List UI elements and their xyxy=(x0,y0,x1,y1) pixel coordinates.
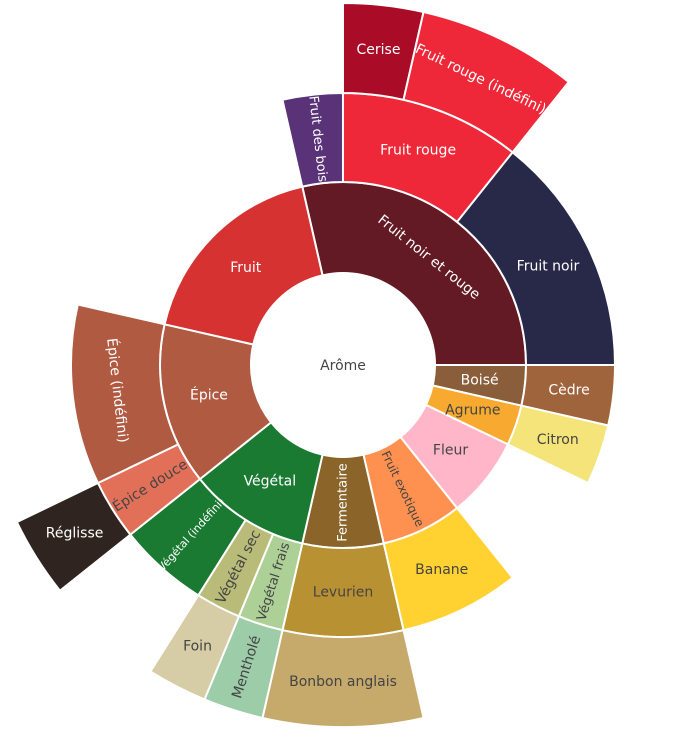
label-fermentaire: Fermentaire xyxy=(335,463,350,542)
label-fruit-noir: Fruit noir xyxy=(517,258,580,274)
segment-reglisse[interactable] xyxy=(15,481,132,593)
label-epice: Épice xyxy=(190,387,228,404)
segment-fruit-rouge-indefini[interactable] xyxy=(402,10,571,154)
label-fruit: Fruit xyxy=(230,260,262,276)
segment-epice-indefini[interactable] xyxy=(70,303,180,485)
label-boise: Boisé xyxy=(461,372,499,388)
label-levurien: Levurien xyxy=(313,585,373,601)
segment-citron[interactable] xyxy=(506,404,610,485)
label-foin: Foin xyxy=(183,639,212,655)
segment-foin[interactable] xyxy=(149,593,241,701)
label-agrume: Agrume xyxy=(445,402,500,418)
label-cedre: Cèdre xyxy=(548,382,589,398)
sunburst-segments xyxy=(15,1,617,728)
segment-fruit[interactable] xyxy=(163,185,324,346)
label-vegetal: Végétal xyxy=(244,473,297,489)
label-fruit-rouge: Fruit rouge xyxy=(380,142,456,158)
label-citron: Citron xyxy=(537,432,579,448)
label-reglisse: Réglisse xyxy=(46,526,104,542)
label-fleur: Fleur xyxy=(433,443,468,459)
label-bonbon-anglais: Bonbon anglais xyxy=(289,674,397,690)
label-cerise: Cerise xyxy=(357,42,401,58)
label-banane: Banane xyxy=(415,562,468,578)
segment-fruit-noir[interactable] xyxy=(455,150,617,366)
root-label[interactable]: Arôme xyxy=(320,358,366,374)
